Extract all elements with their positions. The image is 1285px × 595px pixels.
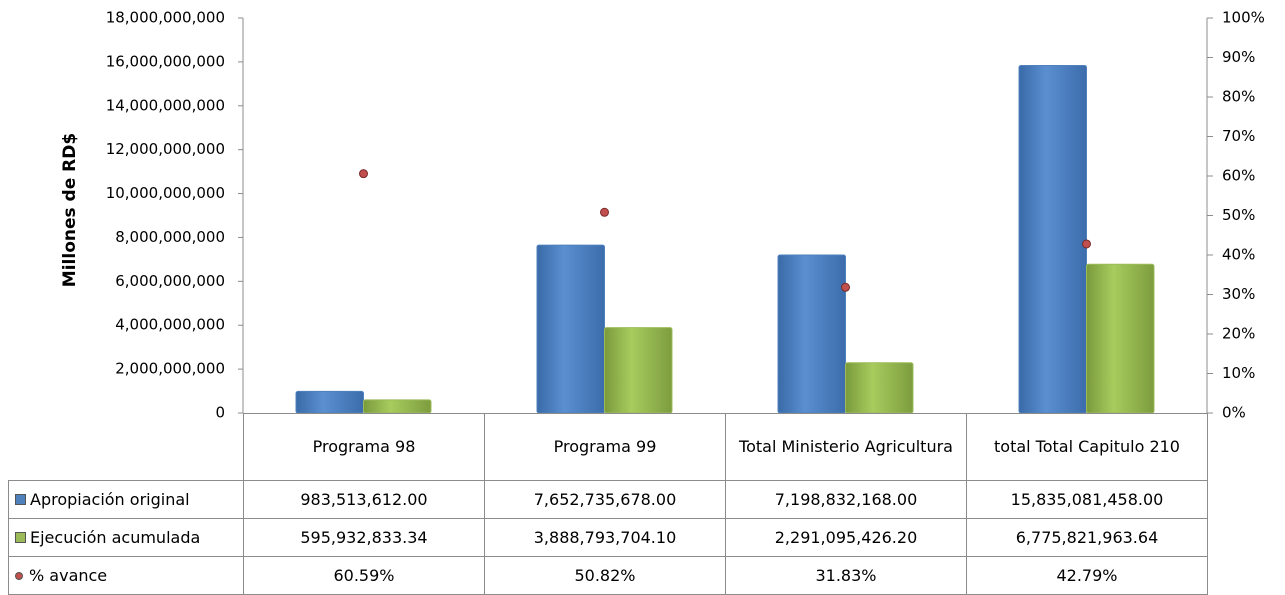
- percent-marker: [1082, 239, 1091, 249]
- table-row-label: % avance: [8, 556, 244, 595]
- table-value: 3,888,793,704.10: [484, 518, 726, 557]
- table-value: 50.82%: [484, 556, 726, 595]
- table-row-label: Apropiación original: [8, 480, 244, 519]
- y2-tick-label: 20%: [1222, 325, 1255, 343]
- y-tick-label: 2,000,000,000: [115, 360, 225, 378]
- y2-tick-label: 40%: [1222, 246, 1255, 264]
- percent-marker: [841, 282, 850, 292]
- category-header: total Total Capitulo 210: [966, 413, 1208, 481]
- table-value: 42.79%: [966, 556, 1208, 595]
- bar: [777, 254, 847, 414]
- legend-key: [15, 571, 23, 580]
- y2-tick-label: 70%: [1222, 127, 1255, 145]
- bar: [845, 362, 914, 414]
- table-value: 983,513,612.00: [243, 480, 485, 519]
- y2-tick-label: 80%: [1222, 88, 1255, 106]
- y-tick-label: 18,000,000,000: [106, 9, 225, 27]
- y-tick-label: 4,000,000,000: [115, 316, 225, 334]
- table-value: 60.59%: [243, 556, 485, 595]
- y-tick-label: 10,000,000,000: [106, 184, 225, 202]
- bar: [363, 399, 432, 414]
- category-header: Total Ministerio Agricultura: [725, 413, 967, 481]
- y2-tick-label: 90%: [1222, 48, 1255, 66]
- legend-label: % avance: [29, 565, 108, 585]
- category-header: Programa 98: [243, 413, 485, 481]
- y-tick-label: 8,000,000,000: [115, 228, 225, 246]
- table-row-label: Ejecución acumulada: [8, 518, 244, 557]
- legend-label: Apropiación original: [30, 489, 190, 509]
- y-tick-label: 12,000,000,000: [106, 140, 225, 158]
- table-value: 7,652,735,678.00: [484, 480, 726, 519]
- y2-tick-label: 10%: [1222, 364, 1255, 382]
- table-value: 15,835,081,458.00: [966, 480, 1208, 519]
- percent-marker: [359, 169, 368, 179]
- bar: [604, 327, 673, 414]
- table-value: 595,932,833.34: [243, 518, 485, 557]
- y2-tick-label: 0%: [1222, 404, 1246, 422]
- y-axis-title: Millones de RD$: [60, 133, 80, 287]
- legend-key: [15, 494, 26, 505]
- y-tick-label: 16,000,000,000: [106, 52, 225, 70]
- table-value: 31.83%: [725, 556, 967, 595]
- bar: [1018, 65, 1088, 414]
- bar: [536, 244, 606, 414]
- table-value: 2,291,095,426.20: [725, 518, 967, 557]
- bar: [295, 390, 364, 414]
- bar: [1086, 263, 1155, 414]
- legend-key: [15, 532, 26, 543]
- y-tick-label: 0: [215, 404, 225, 422]
- y2-tick-label: 100%: [1222, 9, 1265, 27]
- y2-tick-label: 30%: [1222, 285, 1255, 303]
- y2-tick-label: 50%: [1222, 206, 1255, 224]
- y2-tick-label: 60%: [1222, 167, 1255, 185]
- category-header: Programa 99: [484, 413, 726, 481]
- table-value: 6,775,821,963.64: [966, 518, 1208, 557]
- percent-marker: [600, 207, 609, 217]
- table-value: 7,198,832,168.00: [725, 480, 967, 519]
- y-tick-label: 6,000,000,000: [115, 272, 225, 290]
- legend-label: Ejecución acumulada: [30, 527, 201, 547]
- y-tick-label: 14,000,000,000: [106, 96, 225, 114]
